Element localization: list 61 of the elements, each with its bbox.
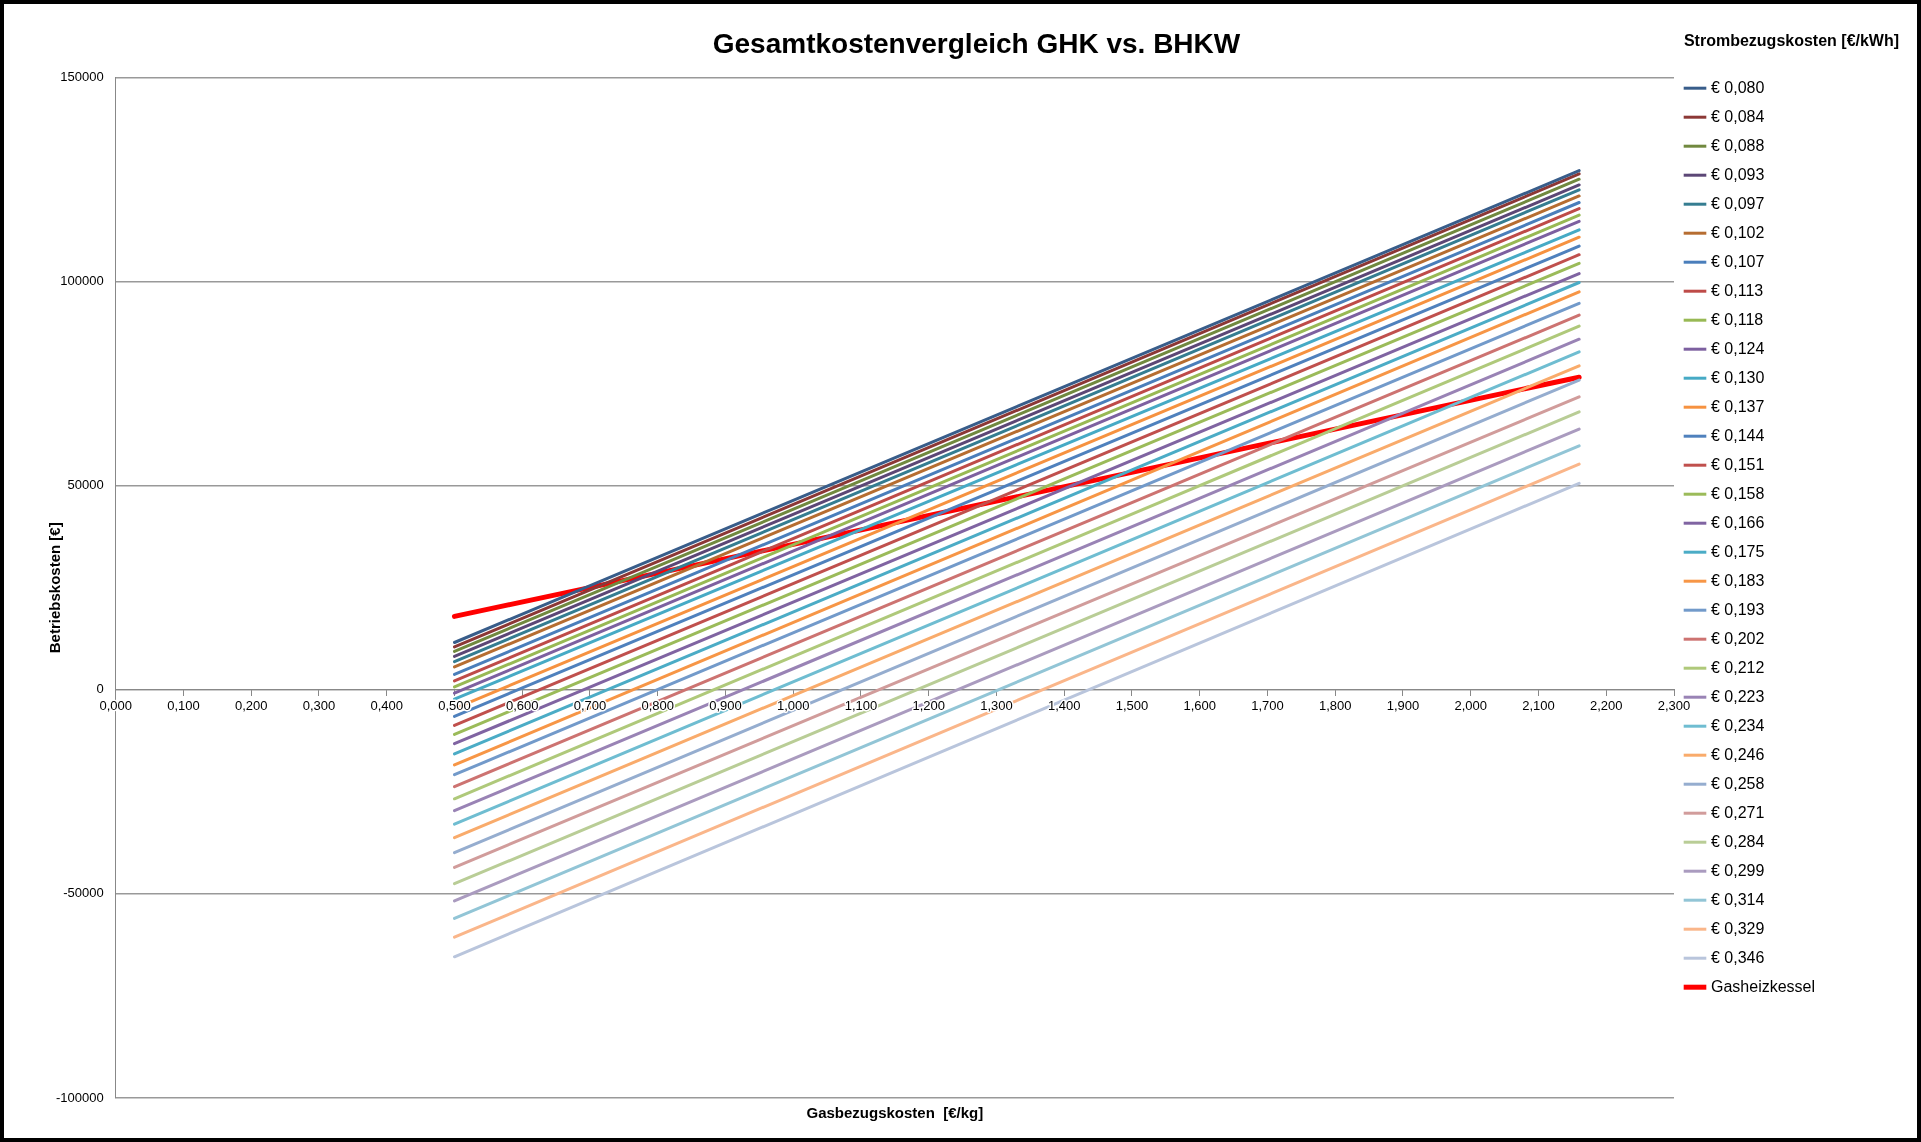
legend-label: € 0,299	[1711, 861, 1765, 879]
x-tick-label: 0,200	[234, 697, 268, 713]
legend-label: € 0,144	[1711, 426, 1765, 444]
legend-label: € 0,118	[1711, 310, 1764, 328]
x-tick-label: 2,100	[1522, 697, 1555, 713]
x-tick-label: 1,900	[1386, 697, 1420, 713]
legend-label: € 0,175	[1711, 542, 1765, 560]
x-tick-label: 1,200	[912, 697, 945, 713]
x-tick-label: 1,000	[776, 697, 810, 713]
x-tick-label: 1,800	[1318, 697, 1352, 713]
x-tick-label: 0,300	[302, 697, 336, 713]
x-tick-label: 1,700	[1251, 697, 1284, 713]
x-tick-label: 2,300	[1657, 697, 1691, 713]
legend-label: € 0,151	[1711, 455, 1765, 473]
legend-label: € 0,346	[1711, 948, 1765, 966]
x-tick-label: 2,200	[1589, 697, 1623, 713]
x-tick-label: 1,400	[1047, 697, 1081, 713]
x-tick-label: 1,300	[980, 697, 1013, 713]
legend-label: € 0,202	[1711, 629, 1765, 647]
legend-label: € 0,130	[1711, 368, 1765, 386]
legend-label: € 0,314	[1711, 890, 1765, 908]
y-tick-label: 150000	[60, 69, 104, 85]
x-tick-label: 2,000	[1454, 697, 1488, 713]
legend-label: € 0,212	[1711, 658, 1765, 676]
legend-label: € 0,246	[1711, 745, 1765, 763]
y-tick-label: 0	[96, 681, 104, 697]
legend-label: € 0,113	[1711, 281, 1764, 299]
legend-label: € 0,234	[1711, 716, 1765, 734]
x-tick-label: 1,500	[1115, 697, 1149, 713]
legend-label: € 0,284	[1711, 832, 1765, 850]
legend-label: € 0,223	[1711, 687, 1765, 705]
legend-label: € 0,166	[1711, 513, 1765, 531]
y-tick-label: 100000	[60, 273, 104, 289]
legend-label: € 0,329	[1711, 919, 1765, 937]
x-axis-title: Gasbezugskosten [€/kg]	[806, 1103, 984, 1121]
legend-label: € 0,271	[1711, 803, 1765, 821]
legend-title: Strombezugskosten [€/kWh]	[1683, 32, 1900, 50]
legend-label: € 0,084	[1711, 107, 1765, 125]
x-tick-label: 0,400	[370, 697, 403, 713]
y-axis-title: Betriebskosten [€]	[46, 522, 64, 654]
x-tick-label: 1,600	[1183, 697, 1217, 713]
legend-label: € 0,137	[1711, 397, 1765, 415]
y-tick-label: -50000	[63, 885, 104, 901]
y-tick-label: 50000	[67, 477, 104, 493]
x-tick-label: 0,100	[167, 697, 200, 713]
legend-label: € 0,097	[1711, 194, 1765, 212]
legend-label: € 0,080	[1711, 78, 1765, 96]
legend-label: € 0,102	[1711, 223, 1765, 241]
chart-title: Gesamtkostenvergleich GHK vs. BHKW	[712, 27, 1241, 59]
legend-label: Gasheizkessel	[1711, 977, 1816, 995]
legend-label: € 0,258	[1711, 774, 1765, 792]
legend-label: € 0,124	[1711, 339, 1765, 357]
legend-label: € 0,107	[1711, 252, 1765, 270]
x-tick-label: 0,000	[99, 697, 132, 713]
y-tick-label: -100000	[55, 1089, 104, 1105]
legend-label: € 0,088	[1711, 136, 1765, 154]
legend-label: € 0,193	[1711, 600, 1765, 618]
legend-label: € 0,158	[1711, 484, 1765, 502]
x-tick-label: 1,100	[844, 697, 878, 713]
legend-label: € 0,093	[1711, 165, 1765, 183]
legend-label: € 0,183	[1711, 571, 1765, 589]
